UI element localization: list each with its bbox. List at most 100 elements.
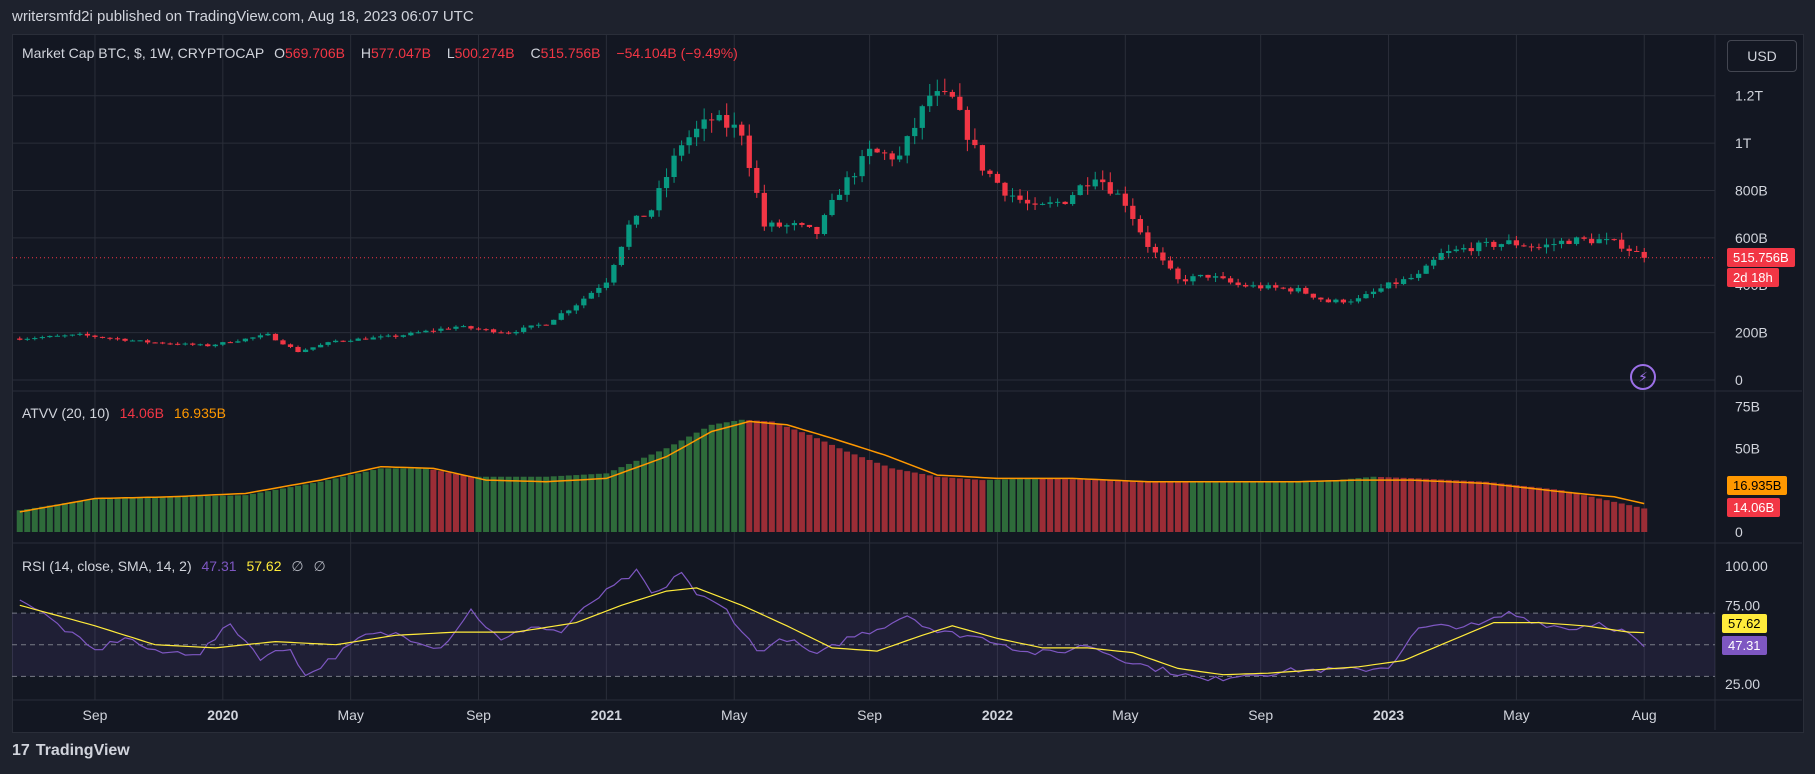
- volume-bar: [1144, 480, 1151, 532]
- candle-body: [1009, 195, 1016, 197]
- volume-bar: [618, 467, 625, 532]
- candle-body: [1288, 288, 1294, 292]
- volume-bar: [249, 493, 256, 532]
- volume-bar: [813, 438, 820, 532]
- candle-body: [1152, 246, 1159, 253]
- volume-bar: [1212, 481, 1219, 532]
- volume-bar: [836, 448, 843, 532]
- candle-body: [1483, 241, 1489, 243]
- high-label: H: [360, 45, 371, 61]
- volume-bar: [1129, 480, 1136, 532]
- volume-bar: [625, 463, 632, 532]
- volume-bar: [1189, 481, 1197, 532]
- time-tick-label: Sep: [83, 707, 108, 723]
- candle-body: [1619, 239, 1625, 249]
- volume-bar: [543, 476, 550, 532]
- candle-body: [588, 292, 594, 299]
- volume-bar: [926, 475, 933, 532]
- candle-body: [573, 305, 579, 311]
- volume-bar: [610, 470, 617, 532]
- candle-body: [934, 91, 940, 96]
- volume-bar: [565, 475, 572, 532]
- volume-bar: [1250, 481, 1257, 532]
- currency-button[interactable]: USD: [1727, 40, 1797, 72]
- candle-body: [483, 329, 489, 331]
- volume-bar: [1235, 481, 1242, 532]
- volume-bar: [1295, 480, 1302, 532]
- volume-bar: [129, 497, 136, 532]
- volume-legend: ATVV (20, 10) 14.06B 16.935B: [22, 405, 232, 421]
- volume-bar: [325, 480, 332, 532]
- volume-bar: [731, 421, 738, 532]
- candle-body: [1581, 237, 1587, 239]
- candle-body: [1054, 201, 1061, 203]
- volume-bar: [1347, 478, 1354, 532]
- volume-bar: [219, 495, 226, 532]
- candle-body: [1227, 278, 1234, 283]
- volume-badge: 14.06B: [1727, 498, 1781, 517]
- candle-body: [1205, 274, 1211, 278]
- volume-bar: [1332, 480, 1339, 532]
- volume-bar: [317, 481, 324, 532]
- volume-bar: [1415, 478, 1422, 532]
- low-value: 500.274B: [454, 45, 515, 61]
- candle-body: [332, 340, 339, 343]
- volume-bar: [603, 473, 610, 532]
- volume-bar: [844, 451, 851, 532]
- footer-brand[interactable]: 17 TradingView: [12, 742, 130, 760]
- volume-bar: [941, 477, 948, 532]
- candle-body: [942, 91, 948, 93]
- volume-bar: [1302, 480, 1309, 532]
- volume-bar: [1069, 479, 1076, 532]
- candle-body: [1100, 179, 1106, 183]
- volume-bar: [1445, 479, 1452, 532]
- candle-body: [182, 343, 188, 345]
- volume-bar: [114, 497, 121, 532]
- candle-body: [92, 335, 98, 337]
- candle-body: [1340, 299, 1347, 303]
- volume-bar: [716, 423, 723, 532]
- candle-body: [1423, 265, 1429, 274]
- volume-bar: [498, 476, 505, 532]
- candle-body: [994, 173, 1001, 183]
- candle-body: [498, 332, 504, 334]
- volume-bar: [761, 421, 768, 532]
- volume-bar: [1528, 486, 1535, 532]
- candle-body: [596, 287, 602, 293]
- volume-bar: [776, 424, 783, 532]
- candle-body: [1400, 279, 1407, 284]
- candle-body: [363, 338, 369, 340]
- lightning-icon[interactable]: ⚡: [1630, 364, 1656, 390]
- candle-body: [1513, 240, 1520, 246]
- candle-body: [558, 313, 564, 320]
- volume-bar: [1017, 478, 1024, 532]
- candle-body: [626, 224, 632, 247]
- rsi-ma-value: 57.62: [246, 558, 282, 574]
- volume-bar: [1159, 481, 1166, 532]
- empty-value-2: ∅: [313, 558, 326, 574]
- volume-bar: [1280, 481, 1287, 532]
- candle-body: [167, 343, 173, 345]
- volume-bar: [746, 420, 753, 532]
- candle-body: [197, 344, 203, 346]
- volume-bar: [1047, 478, 1054, 532]
- volume-bar: [1573, 493, 1580, 532]
- candle-body: [731, 124, 737, 128]
- volume-bar: [753, 420, 760, 532]
- candle-body: [62, 335, 68, 337]
- time-tick-label: 2020: [207, 707, 238, 723]
- volume-ma-value: 16.935B: [173, 405, 226, 421]
- candle-body: [889, 153, 895, 160]
- candle-body: [1476, 242, 1482, 252]
- candle-body: [603, 282, 610, 288]
- volume-bar: [656, 451, 663, 532]
- candle-body: [423, 330, 429, 333]
- candle-body: [1092, 179, 1098, 187]
- candle-body: [912, 127, 918, 137]
- candle-body: [1363, 294, 1369, 299]
- volume-bar: [633, 460, 640, 532]
- candle-body: [212, 344, 218, 347]
- volume-bar: [407, 468, 414, 532]
- volume-bar: [866, 459, 873, 532]
